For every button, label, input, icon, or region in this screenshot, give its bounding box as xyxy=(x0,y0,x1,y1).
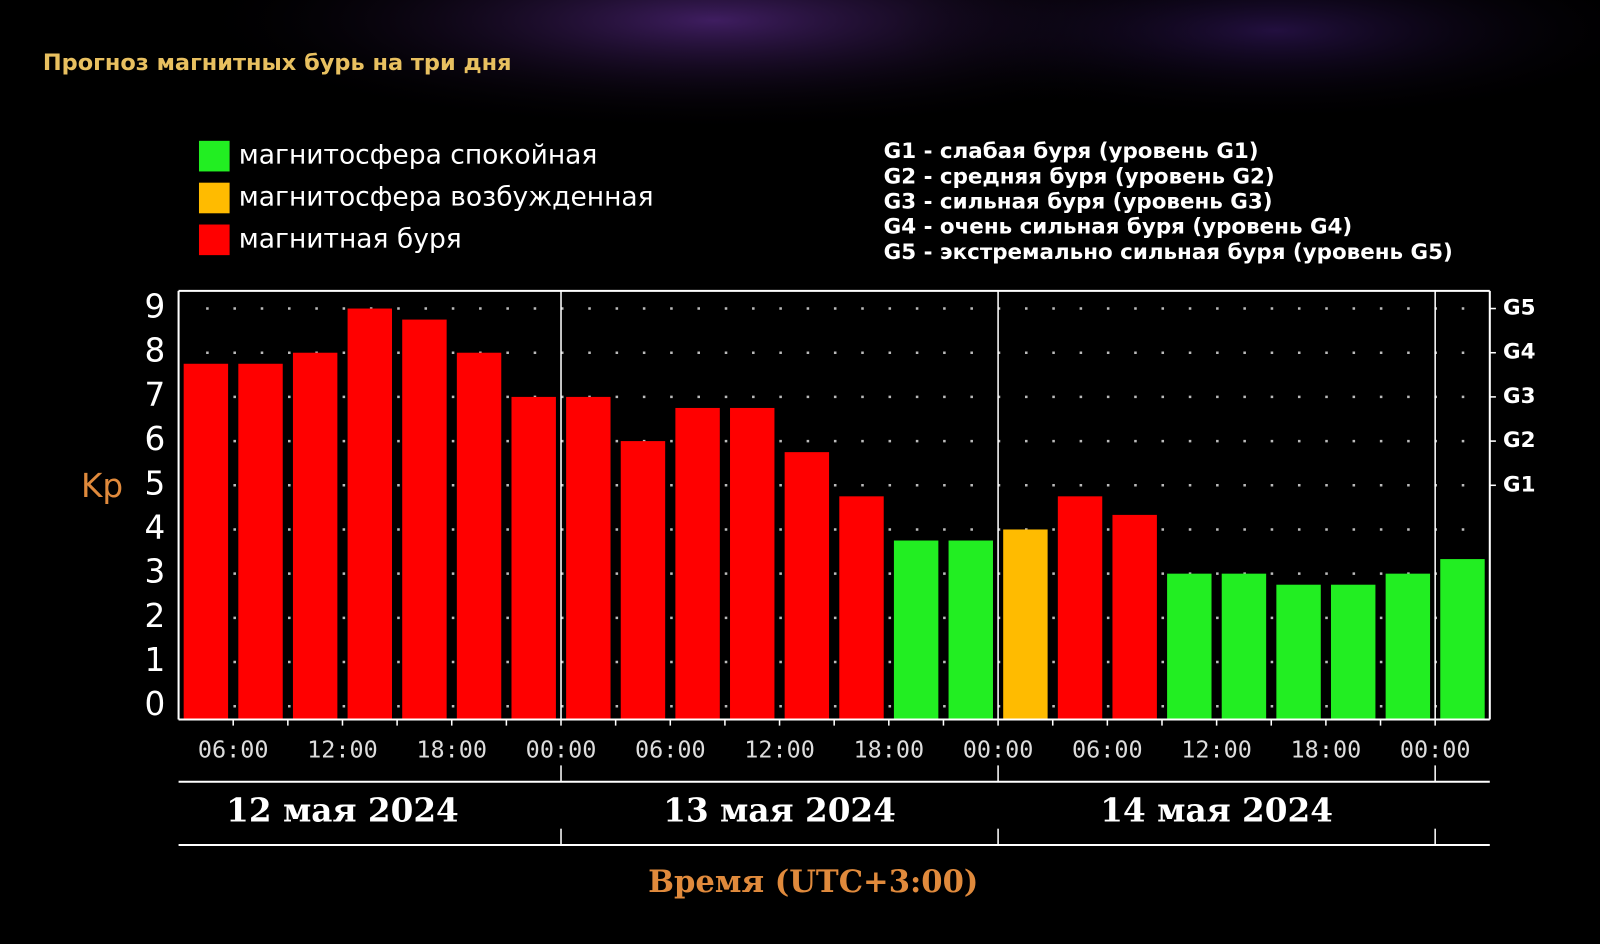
y-tick-label: 4 xyxy=(145,508,166,546)
storm-level: G5 - экстремально сильная буря (уровень … xyxy=(884,240,1453,265)
y-tick-label: 8 xyxy=(145,332,166,370)
y2-tick-label: G4 xyxy=(1503,340,1535,365)
legend-swatch xyxy=(198,224,230,256)
bar xyxy=(1167,573,1212,720)
bar xyxy=(456,352,502,720)
y-tick-label: 1 xyxy=(145,641,166,679)
x-tick-label: 18:00 xyxy=(853,736,924,764)
x-axis-label: Время (UTC+3:00) xyxy=(648,864,978,900)
y-axis-label: Kp xyxy=(81,467,123,505)
x-tick-label: 06:00 xyxy=(1072,736,1143,764)
date-label: 12 мая 2024 xyxy=(226,790,459,829)
x-tick-label: 18:00 xyxy=(416,736,487,764)
y-tick-label: 3 xyxy=(145,553,166,591)
y2-tick-label: G2 xyxy=(1503,428,1535,453)
bar xyxy=(566,396,611,720)
storm-level: G3 - сильная буря (уровень G3) xyxy=(884,189,1273,214)
storm-level: G2 - средняя буря (уровень G2) xyxy=(884,164,1275,189)
bar xyxy=(1057,496,1103,720)
legend-label: магнитная буря xyxy=(239,223,462,254)
y-tick-label: 5 xyxy=(145,464,166,502)
x-tick-label: 00:00 xyxy=(963,736,1034,764)
bar xyxy=(1112,514,1157,720)
x-tick-label: 12:00 xyxy=(307,736,378,764)
x-tick-label: 18:00 xyxy=(1291,736,1362,764)
date-label: 14 мая 2024 xyxy=(1100,790,1333,829)
y2-tick-label: G3 xyxy=(1503,384,1535,409)
bar xyxy=(402,319,447,720)
y-tick-label: 9 xyxy=(145,288,166,326)
bar xyxy=(347,308,393,720)
bar xyxy=(1003,529,1048,720)
legend-swatch xyxy=(198,182,230,214)
bar xyxy=(292,352,338,720)
storm-level: G4 - очень сильная буря (уровень G4) xyxy=(884,215,1353,240)
x-tick-label: 12:00 xyxy=(744,736,815,764)
bar xyxy=(730,407,775,720)
x-tick-label: 00:00 xyxy=(526,736,597,764)
y-tick-label: 2 xyxy=(145,597,166,635)
bar xyxy=(1330,584,1376,720)
storm-level: G1 - слабая буря (уровень G1) xyxy=(884,139,1259,164)
bar xyxy=(511,396,556,720)
x-tick-label: 06:00 xyxy=(635,736,706,764)
bar xyxy=(1440,559,1485,720)
y-tick-label: 7 xyxy=(145,376,166,414)
bar xyxy=(183,363,229,720)
legend-label: магнитосфера возбужденная xyxy=(239,181,654,212)
chart-title: Прогноз магнитных бурь на три дня xyxy=(43,50,512,76)
bar xyxy=(675,407,720,720)
bar xyxy=(893,540,939,720)
nebula xyxy=(887,0,1600,123)
y2-tick-label: G5 xyxy=(1503,296,1535,321)
bar xyxy=(238,363,283,720)
bar xyxy=(1276,584,1321,720)
y-tick-label: 0 xyxy=(145,685,166,723)
bar xyxy=(839,496,884,720)
legend-swatch xyxy=(198,140,230,172)
bar xyxy=(784,452,830,720)
bar xyxy=(620,441,666,720)
x-tick-label: 06:00 xyxy=(198,736,269,764)
date-label: 13 мая 2024 xyxy=(663,790,896,829)
y-tick-label: 6 xyxy=(145,420,166,458)
y2-tick-label: G1 xyxy=(1503,472,1535,497)
x-tick-label: 12:00 xyxy=(1181,736,1252,764)
bar xyxy=(1221,573,1267,720)
bar xyxy=(1385,573,1431,720)
legend-label: магнитосфера спокойная xyxy=(239,140,598,171)
bar xyxy=(948,540,993,720)
x-tick-label: 00:00 xyxy=(1400,736,1471,764)
